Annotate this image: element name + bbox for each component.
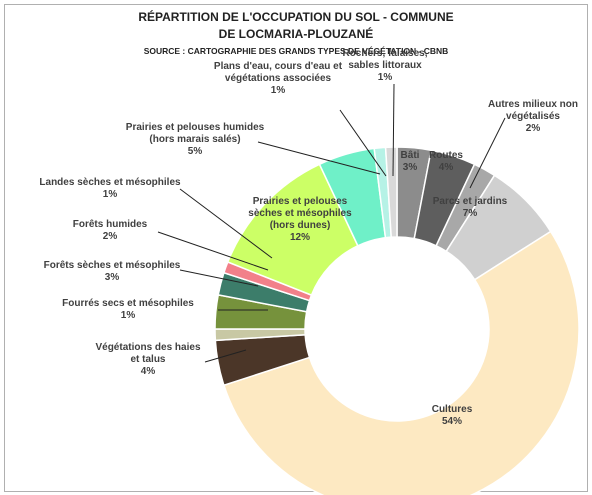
category-label: Forêts sèches et mésophiles [43,260,181,271]
category-label: Rochers, falaises, sables littoraux [342,48,428,71]
category-label: Fourrés secs et mésophiles [62,298,194,309]
category-label: Landes sèches et mésophiles [39,177,181,188]
leader-line [339,109,387,177]
category-label: Autres milieux non végétalisés [487,99,578,122]
chart-subtitle: SOURCE : CARTOGRAPHIE DES GRANDS TYPES D… [143,46,449,56]
value-label: 7% [462,208,478,219]
category-label: Forêts humides [72,219,148,230]
category-label: Bâti [400,150,420,161]
value-label: 2% [525,123,541,134]
donut-segment [384,146,398,238]
leader-line [392,83,395,177]
value-label: 4% [140,366,156,377]
value-label: 5% [187,146,203,157]
donut-segment [222,230,580,495]
value-label: 1% [270,85,286,96]
leader-line [157,231,269,271]
category-label: Prairies et pelouses humides (hors marai… [125,122,265,145]
value-label: 1% [102,189,118,200]
frame [4,4,588,492]
value-label: 3% [104,272,120,283]
leader-line [204,349,247,363]
value-label: 54% [441,416,462,427]
chart-title: RÉPARTITION DE L'OCCUPATION DU SOL - COM… [138,10,454,41]
value-label: 3% [402,162,418,173]
category-label: Plans d'eau, cours d'eau et végétations … [213,61,343,84]
value-label: 4% [438,162,454,173]
value-label: 2% [102,231,118,242]
leader-line [257,141,381,175]
category-label: Parcs et jardins [432,196,508,207]
leader-line [469,117,506,189]
category-label: Cultures [431,404,473,415]
leader-line [179,269,259,287]
value-label: 12% [289,232,310,243]
category-label: Végétations des haies et talus [95,342,201,365]
category-label: Prairies et pelouses sèches et mésophile… [248,196,352,231]
leader-line [179,188,273,259]
value-label: 1% [120,310,136,321]
category-label: Routes [429,150,463,161]
value-label: 1% [377,72,393,83]
